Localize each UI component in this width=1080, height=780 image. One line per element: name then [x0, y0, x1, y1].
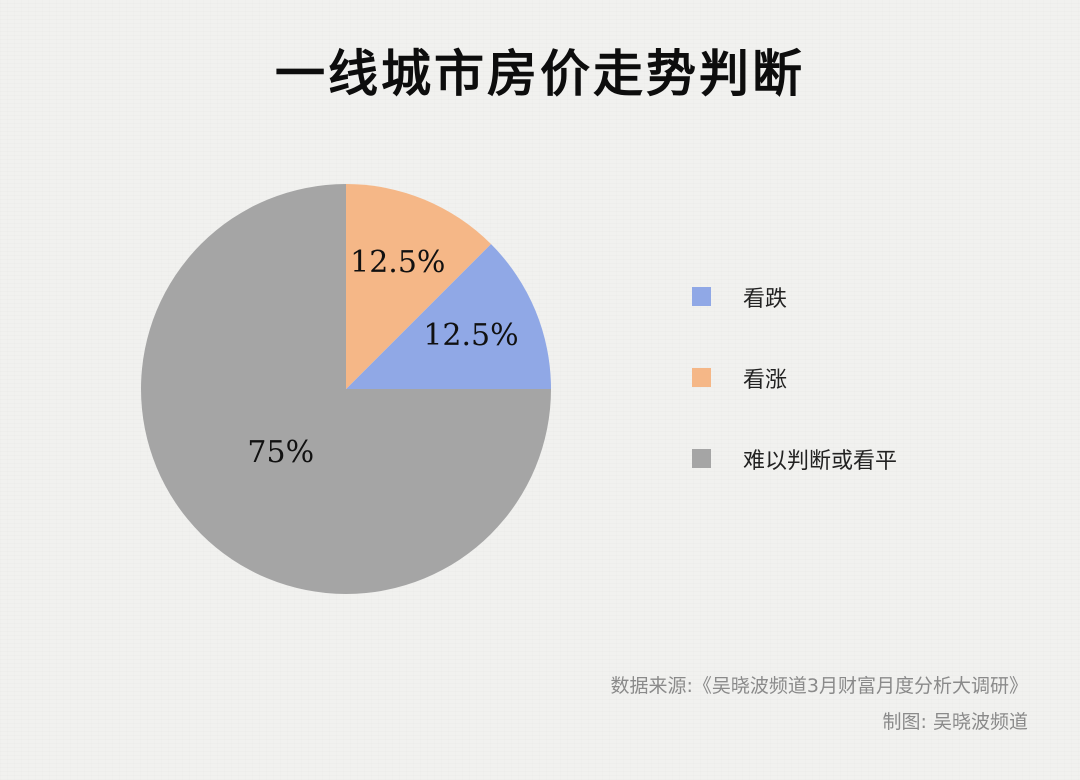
slice-label-kandie: 12.5% — [423, 318, 518, 353]
slice-label-kanzhang: 12.5% — [350, 245, 445, 280]
legend-label-kanzhang: 看涨 — [743, 367, 788, 393]
legend-swatch-kandie — [692, 287, 711, 306]
slice-label-nanyi-kanping: 75% — [247, 435, 314, 470]
slice-kandie — [346, 244, 551, 389]
chart-title: 一线城市房价走势判断 — [275, 45, 805, 103]
legend-item-kanping: 难以判断或看平 — [692, 438, 897, 479]
data-source-text: 数据来源:《吴晓波频道3月财富月度分析大调研》 — [610, 675, 1029, 697]
slice-kanzhang — [346, 184, 491, 389]
legend-label-kanping: 难以判断或看平 — [743, 448, 898, 474]
chart-credit-text: 制图: 吴晓波频道 — [882, 711, 1028, 733]
legend-swatch-kanping — [692, 449, 711, 468]
legend: 看跌 看涨 难以判断或看平 — [692, 276, 897, 519]
legend-swatch-kanzhang — [692, 368, 711, 387]
source-note: 数据来源:《吴晓波频道3月财富月度分析大调研》 制图: 吴晓波频道 — [611, 668, 1029, 740]
legend-item-kanzhang: 看涨 — [692, 357, 897, 398]
legend-item-kandie: 看跌 — [692, 276, 897, 317]
legend-label-kandie: 看跌 — [743, 286, 788, 312]
